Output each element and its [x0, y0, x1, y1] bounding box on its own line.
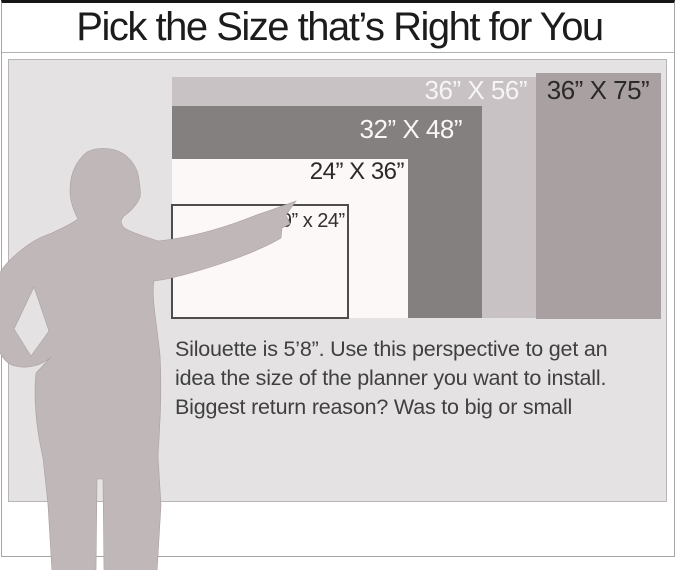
- caption-text: Silouette is 5’8”. Use this perspective …: [175, 335, 655, 422]
- title-separator: [2, 52, 674, 53]
- page-title: Pick the Size that’s Right for You: [76, 5, 604, 49]
- size-label-19x24: 19” x 24”: [270, 210, 345, 232]
- size-rect-36x75: [536, 73, 661, 319]
- size-label-24x36: 24” X 36”: [309, 158, 405, 185]
- caption-line-2: idea the size of the planner you want to…: [175, 366, 607, 390]
- size-label-36x75: 36” X 75”: [546, 75, 650, 105]
- caption-line-3: Biggest return reason? Was to big or sma…: [175, 395, 573, 419]
- caption-line-1: Silouette is 5’8”. Use this perspective …: [175, 337, 608, 361]
- size-label-32x48: 32” X 48”: [359, 114, 463, 144]
- size-label-36x56: 36” X 56”: [424, 75, 528, 105]
